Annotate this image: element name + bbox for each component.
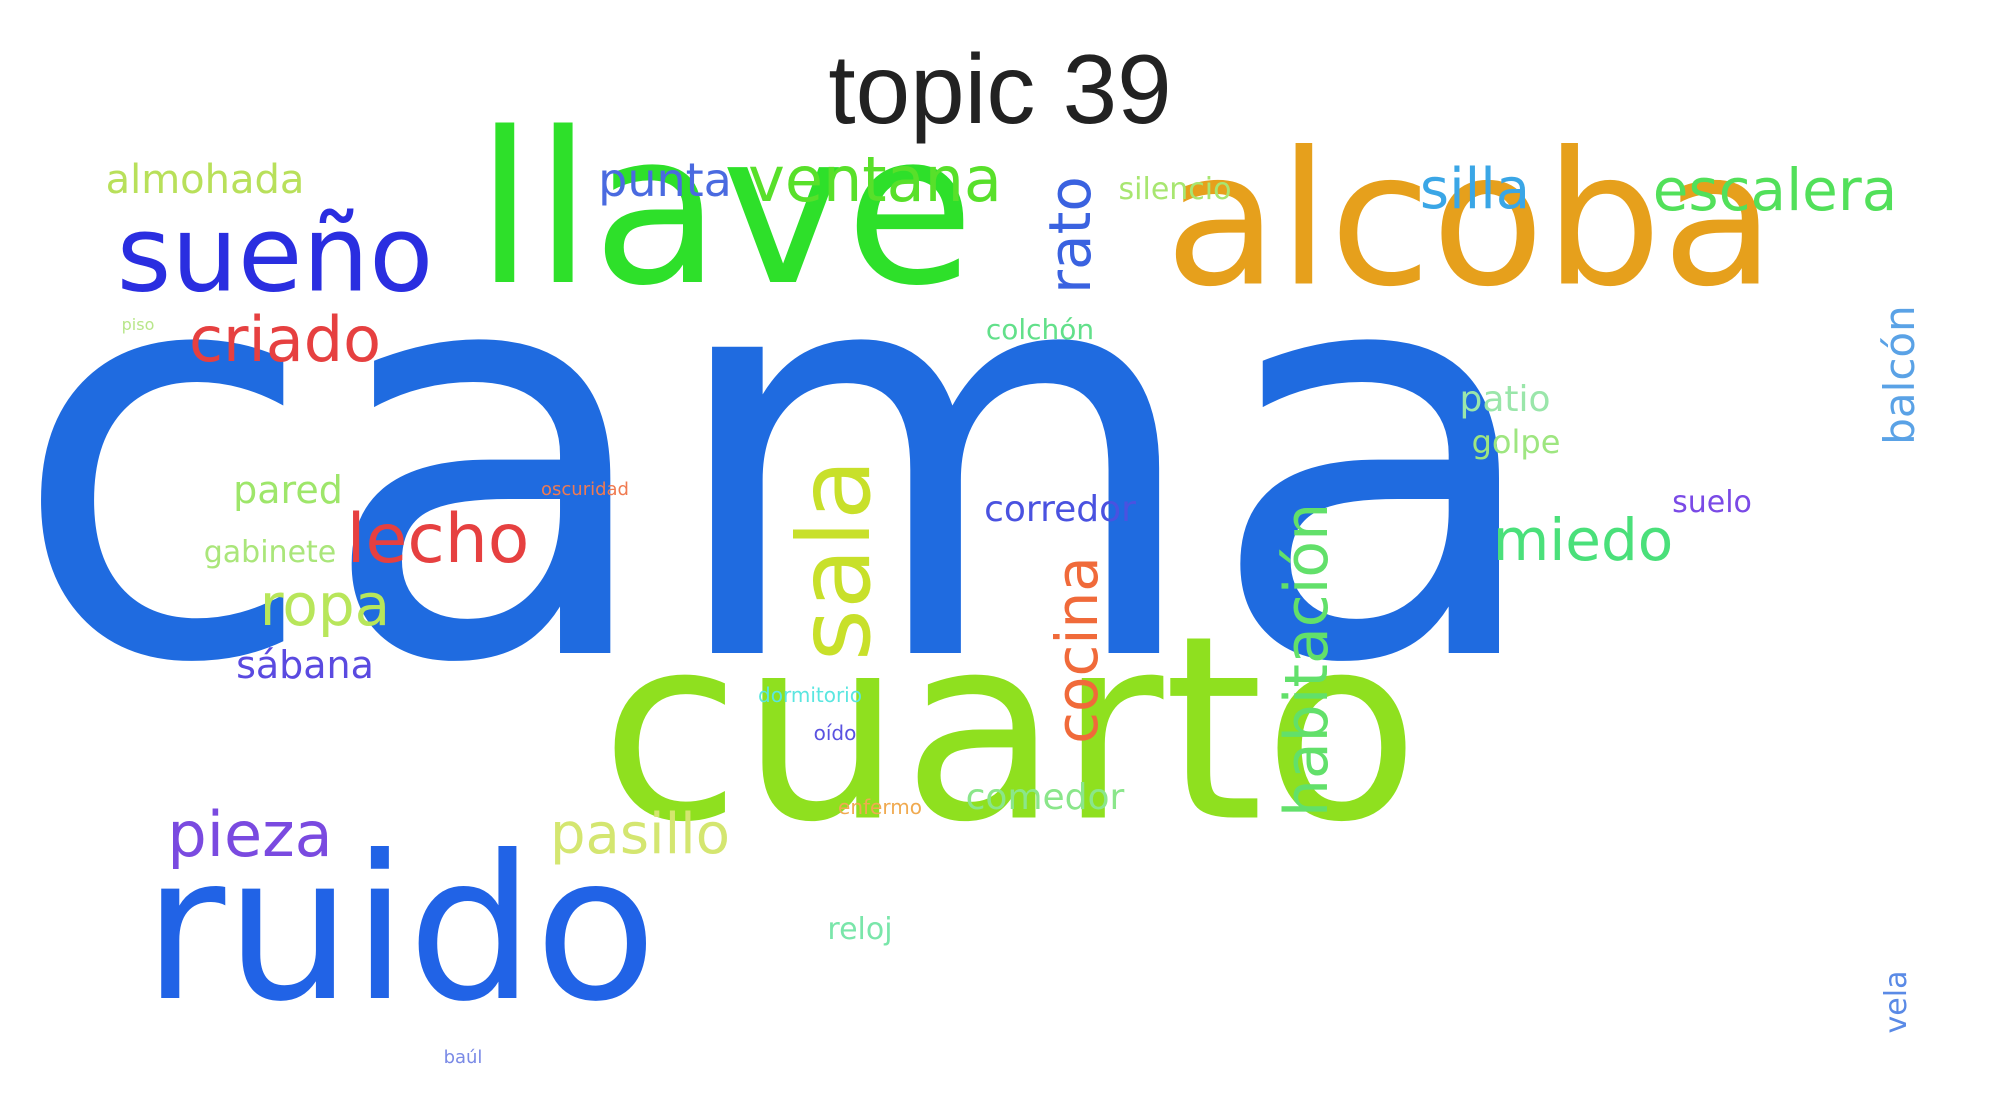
word-colchon: colchón bbox=[985, 313, 1095, 346]
word-reloj: reloj bbox=[827, 912, 893, 947]
word-pared: pared bbox=[233, 468, 343, 512]
word-suelo: suelo bbox=[1672, 485, 1752, 520]
word-ropa: ropa bbox=[259, 571, 391, 639]
word-sabana: sábana bbox=[236, 643, 374, 687]
word-habitacion: habitación bbox=[1272, 502, 1342, 818]
word-vela: vela bbox=[1879, 970, 1914, 1034]
word-llave: llave bbox=[475, 87, 975, 332]
word-dormitorio: dormitorio bbox=[758, 683, 862, 707]
word-baul: baúl bbox=[443, 1047, 483, 1068]
word-sala: sala bbox=[776, 458, 893, 662]
word-piso: piso bbox=[121, 315, 155, 334]
word-golpe: golpe bbox=[1471, 423, 1561, 461]
word-punta: punta bbox=[598, 153, 732, 207]
word-cuarto: cuarto bbox=[600, 581, 1420, 879]
word-ventana: ventana bbox=[748, 143, 1002, 216]
word-miedo: miedo bbox=[1492, 506, 1674, 574]
word-criado: criado bbox=[188, 303, 382, 376]
word-enfermo: enfermo bbox=[838, 795, 922, 819]
word-escalera: escalera bbox=[1652, 156, 1898, 224]
word-patio: patio bbox=[1459, 379, 1551, 420]
word-oido: oído bbox=[813, 721, 857, 745]
word-alcoba: alcoba bbox=[1164, 111, 1776, 328]
word-cama: cama bbox=[10, 134, 1550, 786]
word-cocina: cocina bbox=[1043, 556, 1111, 744]
word-silla: silla bbox=[1419, 157, 1531, 222]
word-pasillo: pasillo bbox=[550, 802, 730, 867]
word-pieza: pieza bbox=[167, 798, 333, 871]
word-sueno: sueño bbox=[116, 193, 434, 316]
word-gabinete: gabinete bbox=[203, 535, 337, 570]
word-comedor: comedor bbox=[965, 777, 1125, 818]
word-corredor: corredor bbox=[984, 489, 1136, 530]
word-almohada: almohada bbox=[105, 157, 305, 203]
word-balcon: balcón bbox=[1875, 305, 1924, 445]
chart-title: topic 39 bbox=[828, 34, 1172, 144]
word-ruido: ruido bbox=[143, 813, 657, 1046]
word-oscuridad: oscuridad bbox=[541, 479, 629, 500]
word-silencio: silencio bbox=[1118, 172, 1232, 207]
word-rato: rato bbox=[1036, 176, 1104, 294]
word-lecho: lecho bbox=[346, 500, 530, 579]
